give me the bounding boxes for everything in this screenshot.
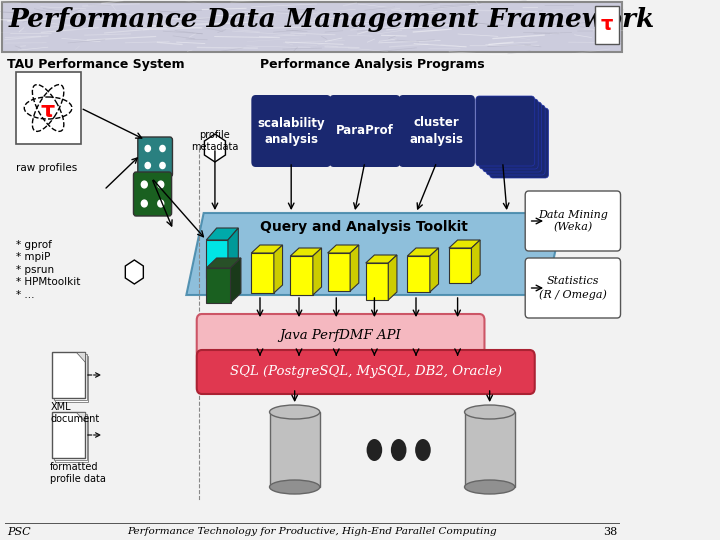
Text: Performance Data Management Framework: Performance Data Management Framework [9, 7, 655, 32]
Circle shape [158, 181, 163, 188]
Polygon shape [186, 213, 563, 295]
FancyBboxPatch shape [482, 102, 541, 172]
FancyBboxPatch shape [486, 105, 545, 175]
Polygon shape [206, 268, 230, 303]
Polygon shape [449, 240, 480, 248]
FancyBboxPatch shape [133, 172, 171, 216]
Circle shape [145, 163, 150, 168]
Text: Java PerfDMF API: Java PerfDMF API [280, 329, 402, 342]
Polygon shape [125, 260, 143, 284]
FancyBboxPatch shape [197, 350, 535, 394]
Text: XML
document: XML document [50, 402, 99, 424]
Polygon shape [328, 245, 359, 253]
Polygon shape [388, 255, 397, 300]
Polygon shape [206, 228, 238, 240]
FancyBboxPatch shape [525, 258, 621, 318]
Polygon shape [76, 352, 85, 362]
Text: ParaProf: ParaProf [336, 125, 394, 138]
Text: Query and Analysis Toolkit: Query and Analysis Toolkit [260, 220, 468, 234]
Polygon shape [366, 263, 388, 300]
Bar [55, 356, 89, 402]
Text: * gprof
* mpiP
* psrun
* HPMtoolkit
* ...: * gprof * mpiP * psrun * HPMtoolkit * ..… [16, 240, 80, 300]
Text: τ: τ [600, 16, 613, 35]
Circle shape [160, 145, 165, 152]
Bar [55, 416, 89, 462]
Polygon shape [290, 248, 322, 256]
Polygon shape [366, 255, 397, 263]
Ellipse shape [366, 439, 382, 461]
FancyBboxPatch shape [399, 95, 475, 167]
Polygon shape [251, 245, 282, 253]
Text: cluster
analysis: cluster analysis [410, 117, 464, 145]
Circle shape [158, 200, 163, 207]
Text: formatted
profile data: formatted profile data [50, 462, 106, 484]
Bar [595, 6, 618, 44]
Polygon shape [206, 258, 241, 268]
Bar [464, 412, 515, 487]
FancyBboxPatch shape [329, 95, 400, 167]
Text: scalability
analysis: scalability analysis [257, 117, 325, 145]
Ellipse shape [269, 480, 320, 494]
Polygon shape [204, 134, 225, 162]
Polygon shape [430, 248, 438, 292]
Bar [54, 354, 86, 400]
Text: SQL (PostgreSQL, MySQL, DB2, Oracle): SQL (PostgreSQL, MySQL, DB2, Oracle) [230, 366, 502, 379]
Ellipse shape [415, 439, 431, 461]
Circle shape [160, 163, 165, 168]
Text: TAU Performance System: TAU Performance System [7, 58, 184, 71]
FancyBboxPatch shape [138, 137, 173, 177]
Text: PSC: PSC [7, 527, 30, 537]
Text: Data Mining
(Weka): Data Mining (Weka) [538, 210, 608, 232]
Polygon shape [206, 240, 228, 278]
Polygon shape [350, 245, 359, 291]
Text: τ: τ [41, 101, 55, 121]
Ellipse shape [464, 480, 515, 494]
Text: profile
metadata: profile metadata [192, 130, 238, 152]
Polygon shape [230, 258, 241, 303]
Circle shape [141, 181, 148, 188]
Text: Statistics
(R / Omega): Statistics (R / Omega) [539, 276, 607, 300]
Bar [16, 72, 81, 144]
Ellipse shape [269, 405, 320, 419]
FancyBboxPatch shape [197, 314, 485, 358]
Bar [1, 2, 622, 52]
Polygon shape [328, 253, 350, 291]
Bar [54, 414, 86, 460]
Polygon shape [408, 248, 438, 256]
Text: Performance Technology for Productive, High-End Parallel Computing: Performance Technology for Productive, H… [127, 527, 497, 536]
Text: raw profiles: raw profiles [16, 163, 77, 173]
Bar [52, 412, 85, 458]
Bar [269, 412, 320, 487]
FancyBboxPatch shape [480, 99, 538, 169]
Polygon shape [449, 248, 472, 283]
Polygon shape [228, 228, 238, 278]
Polygon shape [251, 253, 274, 293]
FancyBboxPatch shape [490, 108, 549, 178]
Polygon shape [472, 240, 480, 283]
Polygon shape [408, 256, 430, 292]
Bar [52, 352, 85, 398]
Polygon shape [76, 412, 85, 422]
Circle shape [141, 200, 148, 207]
FancyBboxPatch shape [251, 95, 331, 167]
Polygon shape [290, 256, 313, 295]
Ellipse shape [464, 405, 515, 419]
FancyBboxPatch shape [525, 191, 621, 251]
Ellipse shape [391, 439, 407, 461]
FancyBboxPatch shape [476, 96, 535, 166]
Circle shape [145, 145, 150, 152]
Polygon shape [313, 248, 322, 295]
Text: Performance Analysis Programs: Performance Analysis Programs [261, 58, 485, 71]
Polygon shape [274, 245, 282, 293]
Text: 38: 38 [603, 527, 617, 537]
